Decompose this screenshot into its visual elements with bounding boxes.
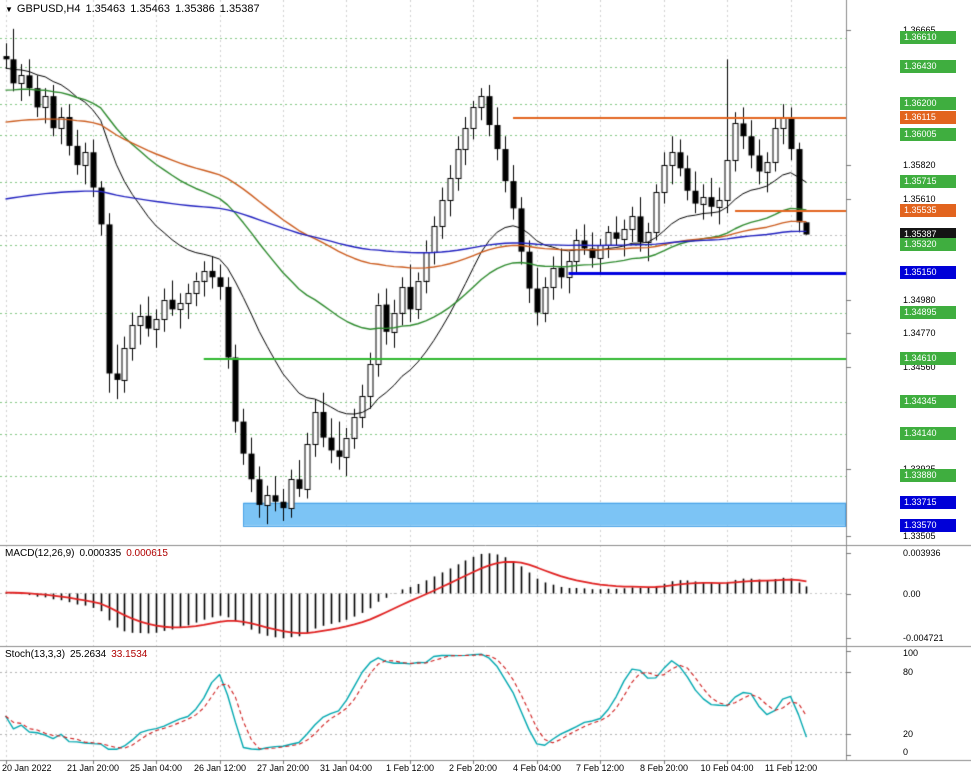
ohlc-open: 1.35463 bbox=[85, 3, 126, 15]
symbol-period-label: GBPUSD,H4 bbox=[16, 3, 81, 15]
stoch-value-main: 25.2634 bbox=[70, 649, 107, 660]
chart-header: ▼ GBPUSD,H4 1.35463 1.35463 1.35386 1.35387 bbox=[5, 3, 265, 15]
stoch-value-signal: 33.1534 bbox=[111, 649, 148, 660]
macd-indicator-label: MACD(12,26,9) 0.000335 0.000615 bbox=[5, 548, 173, 559]
ohlc-low: 1.35386 bbox=[175, 3, 215, 15]
ohlc-high: 1.35463 bbox=[130, 3, 171, 15]
ohlc-close: 1.35387 bbox=[219, 3, 260, 15]
stoch-name: Stoch(13,3,3) bbox=[5, 649, 66, 660]
stoch-indicator-label: Stoch(13,3,3) 25.2634 33.1534 bbox=[5, 649, 152, 660]
macd-value-main: 0.000335 bbox=[79, 548, 122, 559]
symbol-dropdown-icon[interactable]: ▼ bbox=[5, 5, 13, 14]
macd-name: MACD(12,26,9) bbox=[5, 548, 75, 559]
macd-value-signal: 0.000615 bbox=[126, 548, 168, 559]
